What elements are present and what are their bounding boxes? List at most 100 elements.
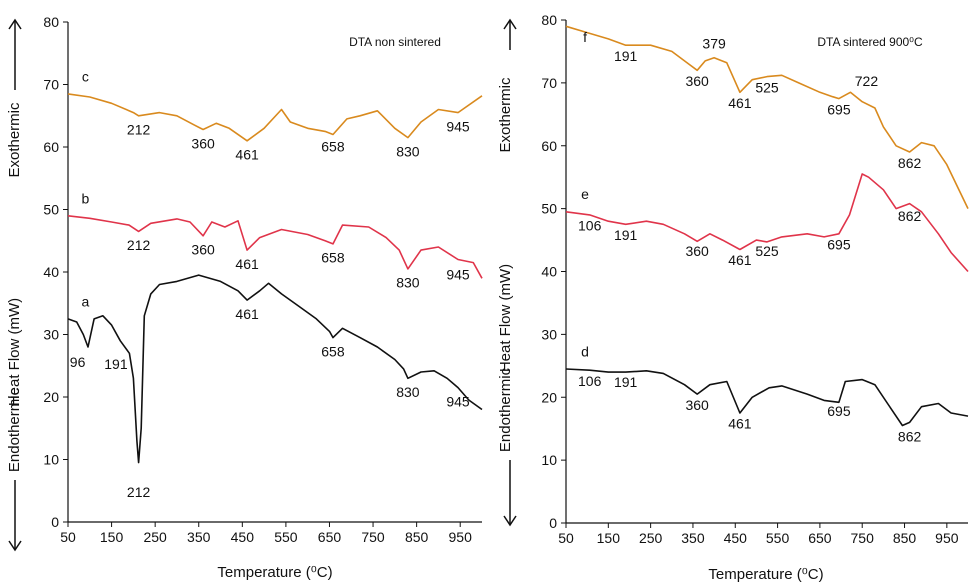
annotation-c: 461	[235, 147, 259, 163]
annotation-e: 106	[578, 218, 602, 234]
endothermic-label: Endothermic	[497, 367, 514, 452]
annotation-a: a	[82, 293, 90, 309]
annotation-d: 106	[578, 373, 602, 389]
x-tick-label: 950	[449, 529, 473, 545]
x-tick-label: 750	[851, 530, 875, 546]
annotation-b: 461	[235, 256, 259, 272]
annotation-d: d	[581, 343, 589, 359]
annotation-d: 461	[728, 416, 752, 432]
x-tick-label: 850	[893, 530, 917, 546]
annotation-f: 379	[702, 35, 726, 51]
x-tick-label: 550	[766, 530, 790, 546]
endothermic-arrow-icon	[8, 480, 22, 552]
y-tick-label: 30	[541, 326, 557, 342]
x-tick-label: 350	[681, 530, 705, 546]
x-tick-label: 650	[318, 529, 342, 545]
annotation-b: 212	[127, 237, 151, 253]
x-tick-label: 750	[361, 529, 385, 545]
chart-title: DTA sintered 900⁰C	[817, 35, 923, 49]
annotation-f: 461	[728, 95, 752, 111]
series-line-d	[565, 368, 969, 427]
annotation-b: 830	[396, 275, 420, 291]
series-line-f	[565, 25, 969, 209]
exothermic-arrow-icon	[503, 18, 517, 50]
x-tick-label: 50	[558, 530, 574, 546]
chart-title: DTA non sintered	[349, 35, 441, 49]
annotation-e: 191	[614, 227, 638, 243]
y-tick-label: 60	[541, 138, 557, 154]
x-tick-label: 850	[405, 529, 429, 545]
exothermic-label: Exothermic	[6, 102, 23, 178]
x-tick-label: 250	[143, 529, 167, 545]
x-tick-label: 350	[187, 529, 211, 545]
y-tick-label: 10	[541, 452, 557, 468]
exothermic-label: Exothermic	[497, 77, 514, 153]
y-tick-label: 40	[541, 264, 557, 280]
y-tick-label: 80	[541, 12, 557, 28]
x-tick-label: 450	[724, 530, 748, 546]
exothermic-arrow-icon	[8, 18, 22, 90]
annotation-f: 722	[855, 73, 879, 89]
x-tick-label: 150	[100, 529, 124, 545]
annotation-b: 360	[191, 242, 215, 258]
annotation-a: 191	[104, 356, 128, 372]
y-axis-label: Heat Flow (mW)	[6, 298, 23, 406]
annotation-a: 96	[70, 354, 86, 370]
annotation-f: 191	[614, 48, 638, 64]
x-tick-label: 50	[60, 529, 76, 545]
x-tick-label: 150	[597, 530, 621, 546]
annotation-f: 360	[685, 73, 709, 89]
x-tick-label: 550	[274, 529, 298, 545]
x-tick-label: 950	[935, 530, 959, 546]
y-tick-label: 70	[43, 77, 59, 93]
annotation-e: 695	[827, 236, 851, 252]
annotation-d: 695	[827, 403, 851, 419]
annotation-e: 525	[755, 243, 779, 259]
x-tick-label: 250	[639, 530, 663, 546]
annotation-a: 945	[446, 393, 470, 409]
annotation-a: 212	[127, 484, 151, 500]
endothermic-arrow-icon	[503, 460, 517, 527]
series-line-a	[67, 274, 483, 464]
annotation-c: 830	[396, 143, 420, 159]
annotation-b: 658	[321, 250, 345, 266]
chart-panel-non-sintered: DTA non sintered Temperature (⁰C) Heat F…	[6, 14, 483, 581]
annotation-e: 461	[728, 252, 752, 268]
y-tick-label: 80	[43, 14, 59, 30]
annotation-a: 658	[321, 343, 345, 359]
series-line-e	[565, 173, 969, 273]
annotation-d: 191	[614, 374, 638, 390]
annotation-c: c	[82, 68, 89, 84]
annotation-f: 695	[827, 101, 851, 117]
annotation-a: 830	[396, 384, 420, 400]
annotation-b: 945	[446, 267, 470, 283]
y-tick-label: 30	[43, 327, 59, 343]
x-axis-label: Temperature (⁰C)	[217, 564, 332, 581]
y-tick-label: 0	[549, 515, 557, 531]
x-tick-label: 650	[808, 530, 832, 546]
annotation-d: 862	[898, 428, 922, 444]
y-axis-label: Heat Flow (mW)	[497, 264, 514, 372]
annotation-c: 360	[191, 135, 215, 151]
y-tick-label: 50	[43, 202, 59, 218]
annotation-e: e	[581, 186, 589, 202]
y-tick-label: 50	[541, 201, 557, 217]
y-tick-label: 70	[541, 75, 557, 91]
annotation-b: b	[82, 190, 90, 206]
chart-panel-sintered: DTA sintered 900⁰C Temperature (⁰C) Heat…	[497, 12, 969, 582]
annotation-d: 360	[685, 397, 709, 413]
endothermic-label: Endothermic	[6, 387, 23, 472]
x-tick-label: 450	[231, 529, 255, 545]
annotation-c: 945	[446, 118, 470, 134]
y-tick-label: 40	[43, 264, 59, 280]
y-tick-label: 20	[541, 389, 557, 405]
y-tick-label: 20	[43, 389, 59, 405]
x-axis-label: Temperature (⁰C)	[708, 566, 823, 582]
annotation-e: 862	[898, 208, 922, 224]
annotation-c: 658	[321, 138, 345, 154]
annotation-f: 525	[755, 79, 779, 95]
annotation-e: 360	[685, 243, 709, 259]
annotation-f: 862	[898, 155, 922, 171]
annotation-f: f	[583, 29, 587, 45]
annotation-c: 212	[127, 122, 151, 138]
